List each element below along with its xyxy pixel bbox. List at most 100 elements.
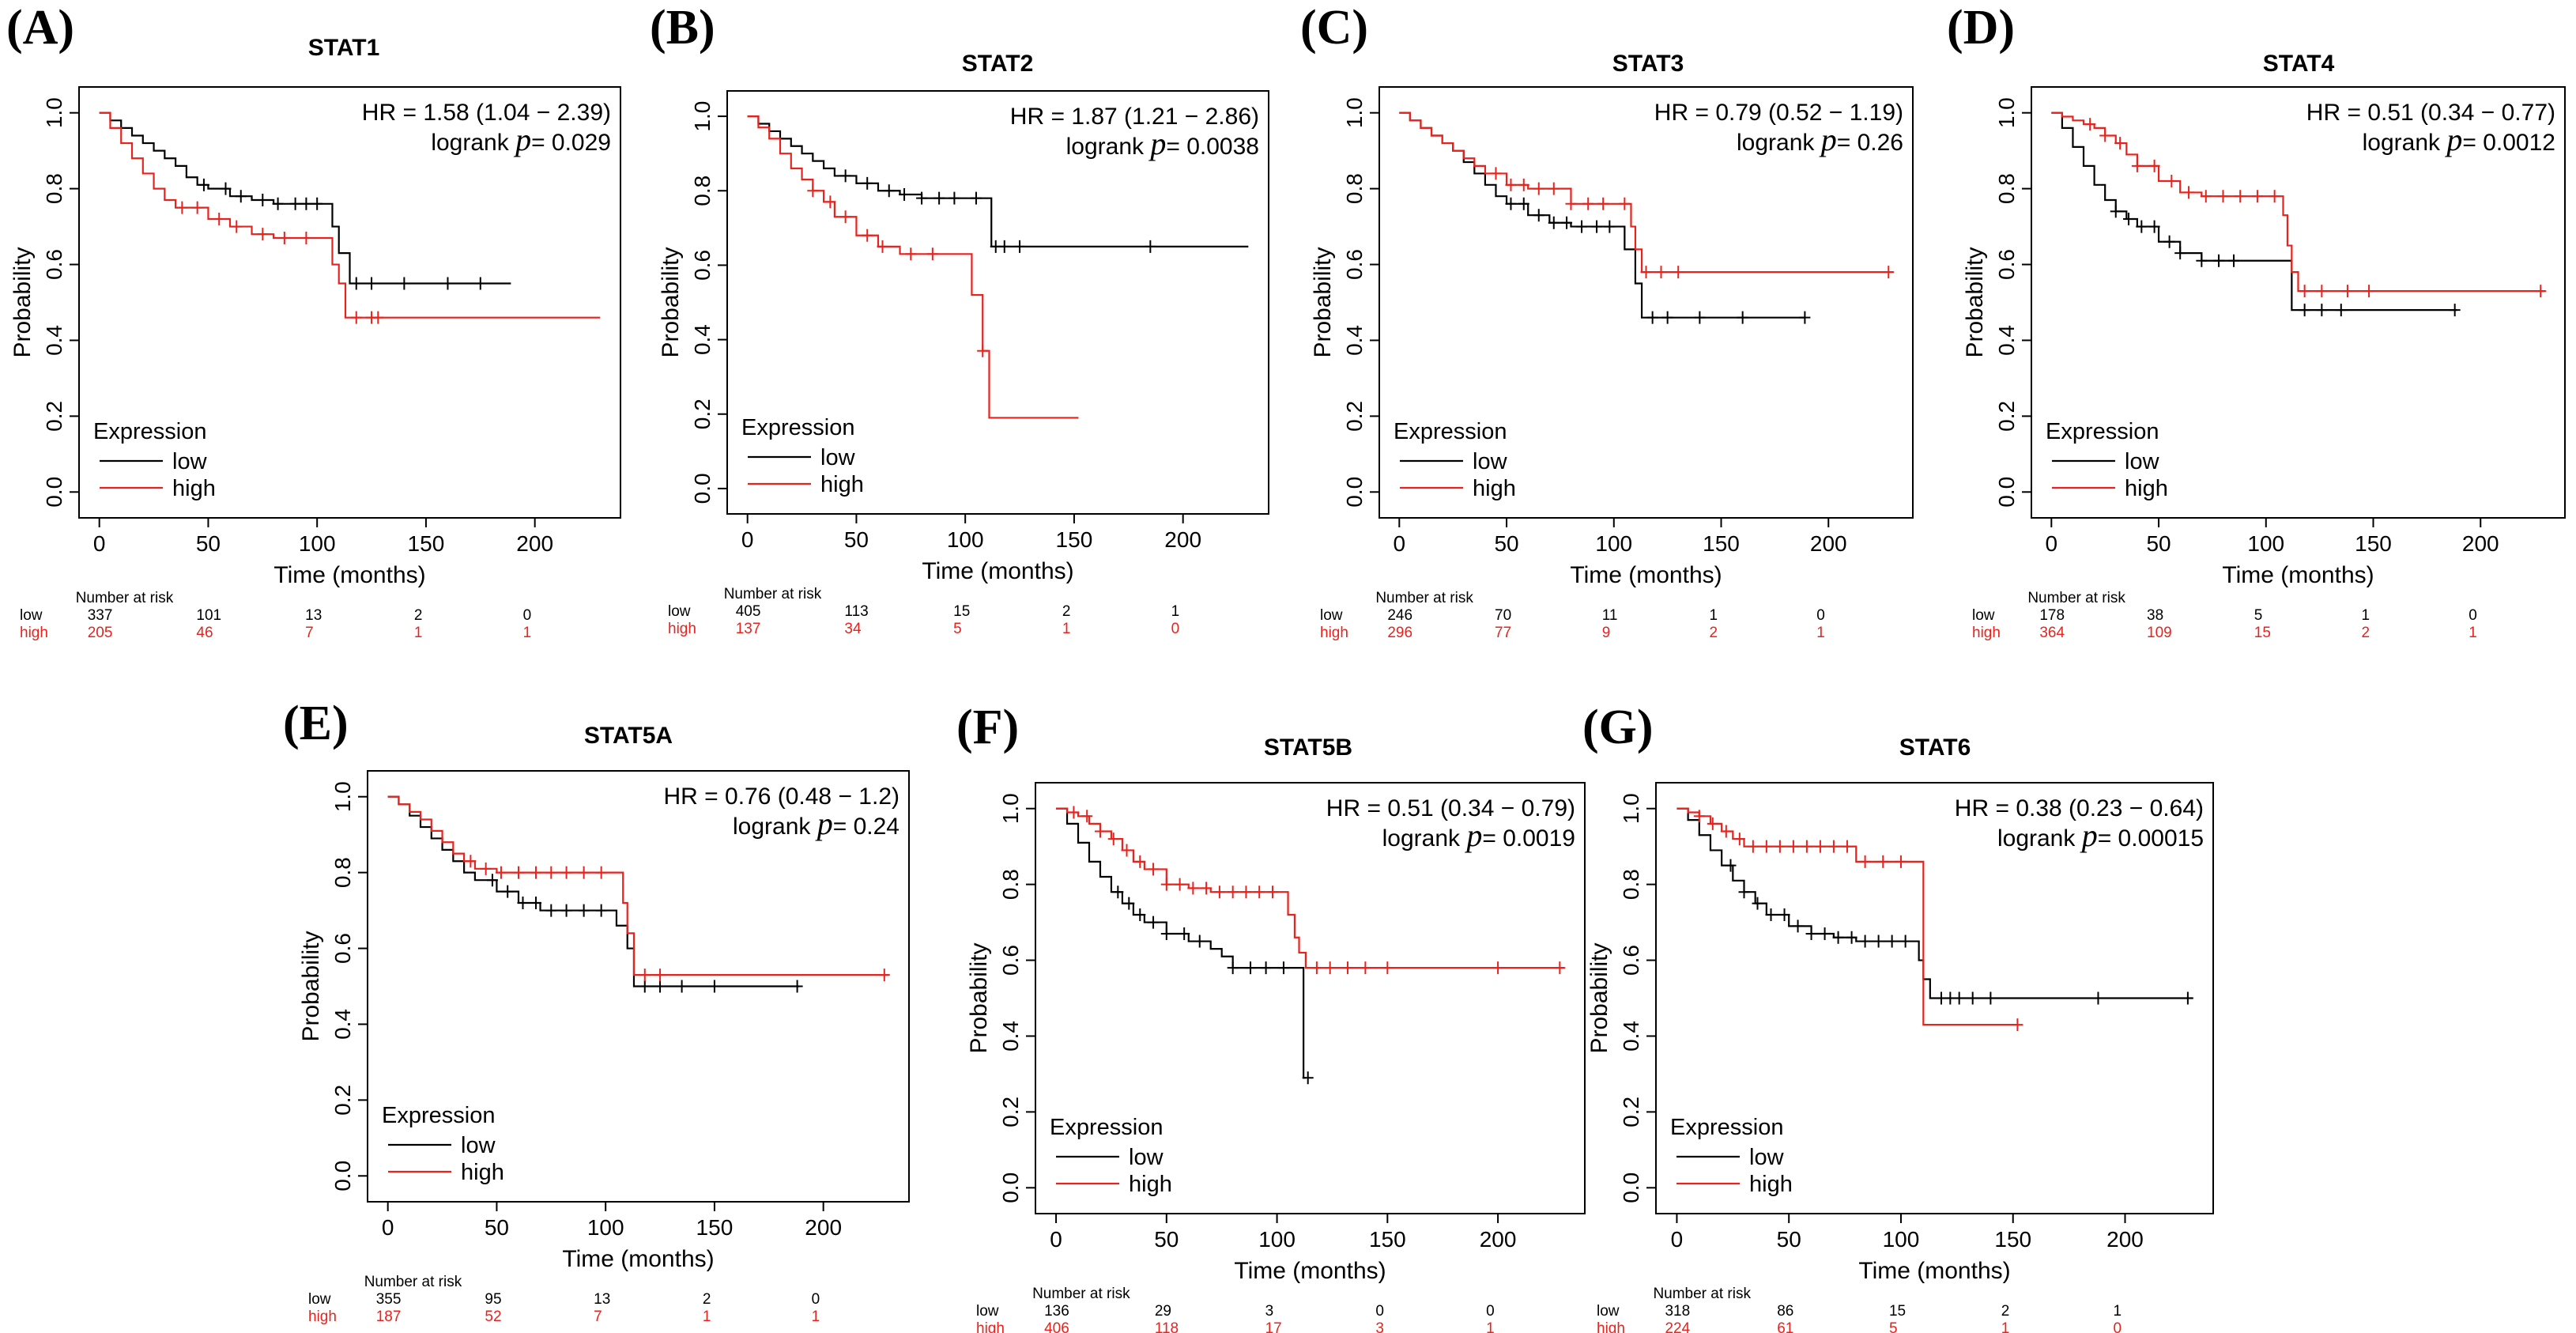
p-value: = 0.029 xyxy=(531,130,611,156)
logrank-text: logrank p= 0.0019 xyxy=(1382,818,1575,853)
y-tick-label: 0.2 xyxy=(330,1085,355,1116)
censor-mark xyxy=(480,862,492,875)
y-tick-label: 0.6 xyxy=(690,250,715,281)
x-tick-label: 100 xyxy=(2247,531,2284,556)
x-axis: 0 50 100 150 200 xyxy=(1050,1214,1516,1252)
risk-count-high: 77 xyxy=(1495,625,1511,641)
legend-label-high: high xyxy=(172,476,216,501)
series-low xyxy=(387,795,803,993)
censor-mark xyxy=(1733,833,1745,846)
censor-mark xyxy=(2213,254,2225,267)
y-axis: 0.0 0.2 0.4 0.6 0.8 1.0 xyxy=(1342,97,1379,508)
risk-count-low: 1 xyxy=(1710,607,1718,624)
x-tick-label: 50 xyxy=(196,531,221,556)
survival-curve-low xyxy=(387,795,800,987)
censor-mark xyxy=(465,855,477,868)
y-tick-label: 0.8 xyxy=(1342,173,1367,204)
censor-mark xyxy=(970,191,982,205)
panel-label: (B) xyxy=(650,1,715,55)
x-axis-label: Time (months) xyxy=(1234,1258,1386,1284)
censor-mark xyxy=(512,866,524,879)
legend-title: Expression xyxy=(2046,419,2159,444)
legend-label-low: low xyxy=(461,1133,496,1158)
censor-mark xyxy=(231,220,243,233)
censor-mark xyxy=(2174,247,2186,260)
censor-mark xyxy=(883,184,895,198)
risk-count-low: 95 xyxy=(485,1291,501,1308)
censor-mark xyxy=(213,212,225,225)
risk-count-low: 178 xyxy=(2039,607,2065,624)
censor-mark xyxy=(1134,908,1146,921)
censor-mark xyxy=(2299,285,2310,298)
censor-mark xyxy=(878,969,890,982)
panel-label: (F) xyxy=(956,700,1019,754)
risk-count-low: 5 xyxy=(2254,607,2263,624)
y-axis: 0.0 0.2 0.4 0.6 0.8 1.0 xyxy=(1619,793,1656,1203)
censor-mark xyxy=(2228,254,2240,267)
legend-title: Expression xyxy=(93,419,206,444)
censor-mark xyxy=(595,866,607,879)
hazard-ratio-text: HR = 0.76 (0.48 − 1.2) xyxy=(663,784,900,810)
logrank-label: logrank xyxy=(1997,825,2082,852)
censor-mark xyxy=(176,201,188,214)
series-high xyxy=(99,111,601,324)
censor-mark xyxy=(1760,840,1772,853)
risk-count-low: 13 xyxy=(594,1291,610,1308)
survival-curve-high xyxy=(1056,807,1564,969)
series-low xyxy=(1056,807,1314,1085)
censor-mark xyxy=(1673,266,1684,279)
y-tick-label: 0.0 xyxy=(1994,477,2019,508)
x-tick-label: 150 xyxy=(1369,1227,1406,1252)
risk-count-high: 1 xyxy=(2469,625,2477,641)
censor-mark xyxy=(1081,810,1093,823)
legend-label-low: low xyxy=(2125,449,2160,474)
censor-mark xyxy=(1148,916,1160,929)
x-tick-label: 200 xyxy=(2462,531,2499,556)
x-tick-label: 150 xyxy=(408,531,445,556)
risk-count-high: 61 xyxy=(1777,1320,1793,1333)
censor-mark xyxy=(807,184,819,198)
p-symbol: p xyxy=(2444,122,2462,157)
x-tick-label: 0 xyxy=(741,527,754,552)
y-axis-label: Probability xyxy=(1586,942,1612,1053)
risk-count-high: 1 xyxy=(1062,621,1071,637)
censor-mark xyxy=(1859,855,1871,868)
risk-count-high: 406 xyxy=(1044,1320,1069,1333)
risk-count-low: 318 xyxy=(1665,1303,1690,1320)
logrank-label: logrank xyxy=(431,130,515,156)
risk-count-high: 364 xyxy=(2039,625,2065,641)
series-high xyxy=(747,115,1079,419)
y-tick-label: 0.2 xyxy=(998,1097,1023,1127)
risk-table: Number at risk low 355 95 13 2 0 high 187 52 7 1 1 xyxy=(308,1274,820,1325)
censor-mark xyxy=(2200,190,2212,203)
censor-mark xyxy=(2182,991,2193,1005)
x-axis: 0 50 100 150 200 xyxy=(382,1202,842,1240)
censor-mark xyxy=(676,980,688,993)
legend-label-high: high xyxy=(461,1160,504,1185)
y-tick-label: 0.0 xyxy=(998,1173,1023,1203)
risk-count-high: 118 xyxy=(1155,1320,1179,1333)
censor-mark xyxy=(1068,806,1080,819)
x-tick-label: 100 xyxy=(1258,1227,1296,1252)
legend-title: Expression xyxy=(382,1103,495,1128)
legend-label-high: high xyxy=(1473,476,1516,501)
logrank-label: logrank xyxy=(1382,825,1467,852)
censor-mark xyxy=(1859,935,1871,948)
risk-count-low: 0 xyxy=(1375,1303,1384,1320)
y-axis-label: Probability xyxy=(658,247,684,357)
censor-mark xyxy=(1725,859,1737,872)
censor-mark xyxy=(474,277,486,290)
chart-title: STAT5B xyxy=(1264,734,1352,761)
censor-mark xyxy=(1194,935,1205,948)
censor-mark xyxy=(2449,304,2461,317)
x-tick-label: 100 xyxy=(299,531,336,556)
series-high xyxy=(1676,807,2023,1032)
censor-mark xyxy=(1187,882,1199,895)
